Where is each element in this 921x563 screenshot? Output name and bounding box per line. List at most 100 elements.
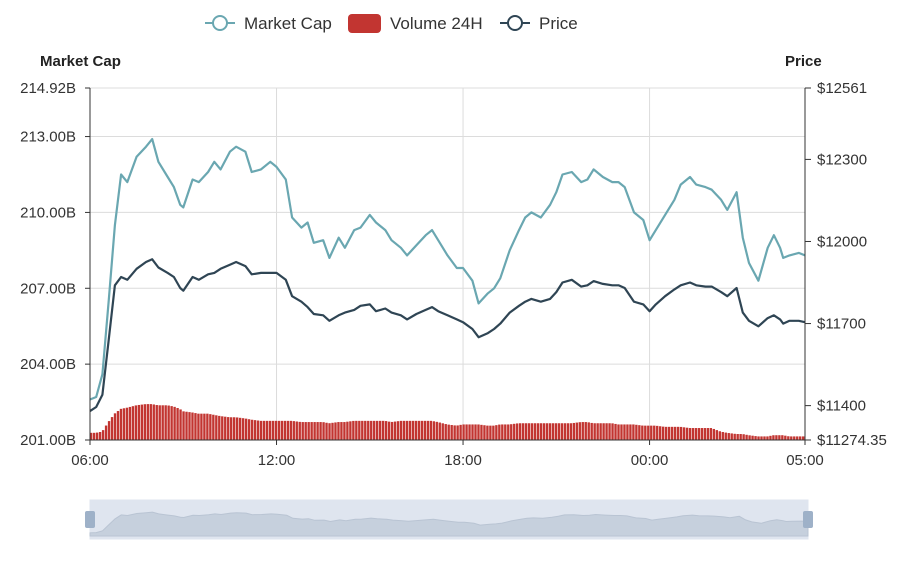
price-legend-marker: [507, 15, 523, 31]
volume-bar: [367, 420, 370, 440]
volume-bar: [402, 420, 406, 440]
volume-bar: [629, 424, 632, 440]
volume-bar: [119, 408, 123, 440]
volume-bar: [289, 420, 292, 440]
y-left-tick-label: 207.00B: [20, 280, 76, 297]
volume-bar: [378, 420, 382, 440]
volume-bar: [453, 425, 456, 440]
volume-bar: [128, 406, 132, 440]
volume-bar: [444, 424, 447, 440]
data-zoom-slider[interactable]: [85, 499, 813, 540]
volume-bar: [215, 415, 218, 440]
volume-bar: [659, 426, 662, 440]
volume-bar: [158, 405, 161, 440]
volume-bar: [104, 425, 108, 440]
volume-bar: [176, 408, 179, 440]
volume-bar: [423, 420, 427, 440]
volume-bar: [322, 422, 325, 440]
volume-bar: [539, 423, 543, 440]
volume-bar: [721, 432, 724, 440]
volume-bar: [304, 422, 307, 440]
volume-bar: [784, 435, 787, 440]
volume-bar: [733, 433, 736, 440]
volume-bar: [796, 436, 799, 440]
volume-bar: [510, 424, 513, 440]
volume-bar: [468, 424, 471, 440]
volume-bar: [739, 434, 742, 440]
volume-bar: [781, 435, 784, 440]
x-tick-label: 05:00: [786, 452, 824, 469]
volume-bar: [143, 404, 147, 440]
volume-bar: [152, 404, 155, 440]
volume-bar: [191, 412, 194, 440]
volume-bar: [224, 416, 227, 440]
series-lines: [89, 138, 806, 413]
volume-bar: [122, 408, 126, 440]
volume-bar: [757, 436, 760, 440]
legend-item-price[interactable]: Price: [500, 14, 578, 33]
volume-bar: [238, 417, 242, 440]
volume-bar: [417, 420, 421, 440]
volume-bar: [438, 422, 441, 440]
volume-bar: [790, 436, 793, 440]
volume-bar: [799, 436, 802, 440]
volume-bar: [188, 412, 191, 440]
volume-legend-icon: [348, 14, 381, 33]
volume-bar: [256, 420, 260, 440]
volume-bar: [253, 420, 257, 440]
volume-bar: [751, 435, 754, 440]
volume-bar: [670, 426, 674, 440]
volume-bar: [593, 423, 596, 440]
zoom-left-handle[interactable]: [85, 511, 95, 528]
x-tick-label: 00:00: [631, 452, 669, 469]
volume-bar: [277, 420, 281, 440]
volume-bar: [349, 421, 352, 440]
volume-bar: [373, 420, 376, 440]
volume-bar: [614, 423, 617, 440]
volume-bar: [203, 413, 206, 440]
volume-bar: [775, 435, 778, 440]
volume-bar: [471, 424, 474, 440]
volume-bar: [408, 420, 412, 440]
volume-bar: [170, 406, 173, 440]
legend[interactable]: Market Cap Volume 24H Price: [205, 14, 578, 33]
volume-bar: [241, 418, 245, 440]
volume-bar: [235, 417, 239, 440]
volume-bar: [182, 411, 185, 440]
zoom-right-handle[interactable]: [803, 511, 813, 528]
volume-bar: [533, 423, 537, 440]
volume-bar: [498, 424, 501, 440]
volume-bar: [227, 417, 230, 440]
volume-bar: [763, 436, 766, 440]
legend-item-market-cap[interactable]: Market Cap: [205, 14, 332, 33]
volume-bar: [602, 423, 605, 440]
volume-bar: [507, 424, 510, 440]
volume-bar: [599, 423, 602, 440]
volume-bar: [703, 428, 707, 440]
volume-bar: [638, 425, 641, 440]
volume-bar: [679, 426, 683, 440]
volume-bars: [90, 404, 805, 440]
volume-bar: [486, 425, 489, 440]
volume-bar: [557, 423, 561, 440]
volume-bar: [778, 435, 781, 440]
volume-bar: [465, 424, 468, 440]
volume-bar: [140, 404, 144, 440]
volume-bar: [370, 420, 373, 440]
volume-bar: [230, 417, 233, 440]
volume-bar: [441, 423, 444, 440]
volume-bar: [134, 405, 138, 440]
volume-bar: [358, 420, 361, 440]
legend-item-volume[interactable]: Volume 24H: [348, 14, 483, 33]
volume-bar: [560, 423, 564, 440]
volume-bar: [244, 418, 248, 440]
volume-bar: [682, 427, 686, 440]
volume-bar: [200, 413, 203, 440]
volume-bar: [569, 423, 573, 440]
x-tick-label: 12:00: [258, 452, 296, 469]
volume-bar: [396, 421, 400, 440]
volume-bar: [501, 424, 504, 440]
volume-bar: [298, 421, 301, 440]
legend-label-market-cap: Market Cap: [244, 14, 332, 33]
